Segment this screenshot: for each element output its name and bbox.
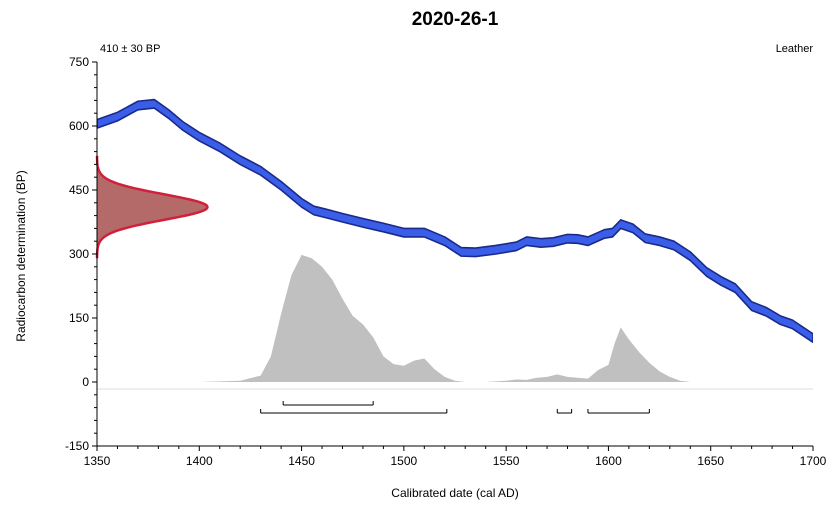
x-tick-label: 1550 (493, 454, 520, 468)
x-tick-label: 1500 (391, 454, 418, 468)
y-tick-label: 450 (69, 183, 89, 197)
y-tick-label: 300 (69, 247, 89, 261)
x-tick-label: 1450 (288, 454, 315, 468)
y-tick-label: -150 (65, 439, 89, 453)
material-label: Leather (776, 43, 814, 55)
sample-age-label: 410 ± 30 BP (100, 43, 160, 55)
x-tick-label: 1700 (800, 454, 827, 468)
y-axis-label: Radiocarbon determination (BP) (14, 170, 28, 341)
x-tick-label: 1600 (595, 454, 622, 468)
x-tick-label: 1350 (84, 454, 111, 468)
x-axis-label: Calibrated date (cal AD) (391, 486, 518, 500)
radiocarbon-distribution-fill (97, 156, 207, 258)
y-tick-label: 150 (69, 311, 89, 325)
calibrated-probability-distribution (199, 255, 690, 382)
calibration-curve-band (97, 100, 813, 343)
y-tick-label: 0 (82, 375, 89, 389)
x-tick-label: 1400 (186, 454, 213, 468)
chart-title: 2020-26-1 (412, 9, 499, 30)
y-tick-label: 600 (69, 119, 89, 133)
plot-area: 1350 1400 1450 1500 1550 1600 1650 1700 -150 0 150… (65, 55, 827, 468)
y-tick-label: 750 (69, 55, 89, 69)
x-tick-label: 1650 (697, 454, 724, 468)
